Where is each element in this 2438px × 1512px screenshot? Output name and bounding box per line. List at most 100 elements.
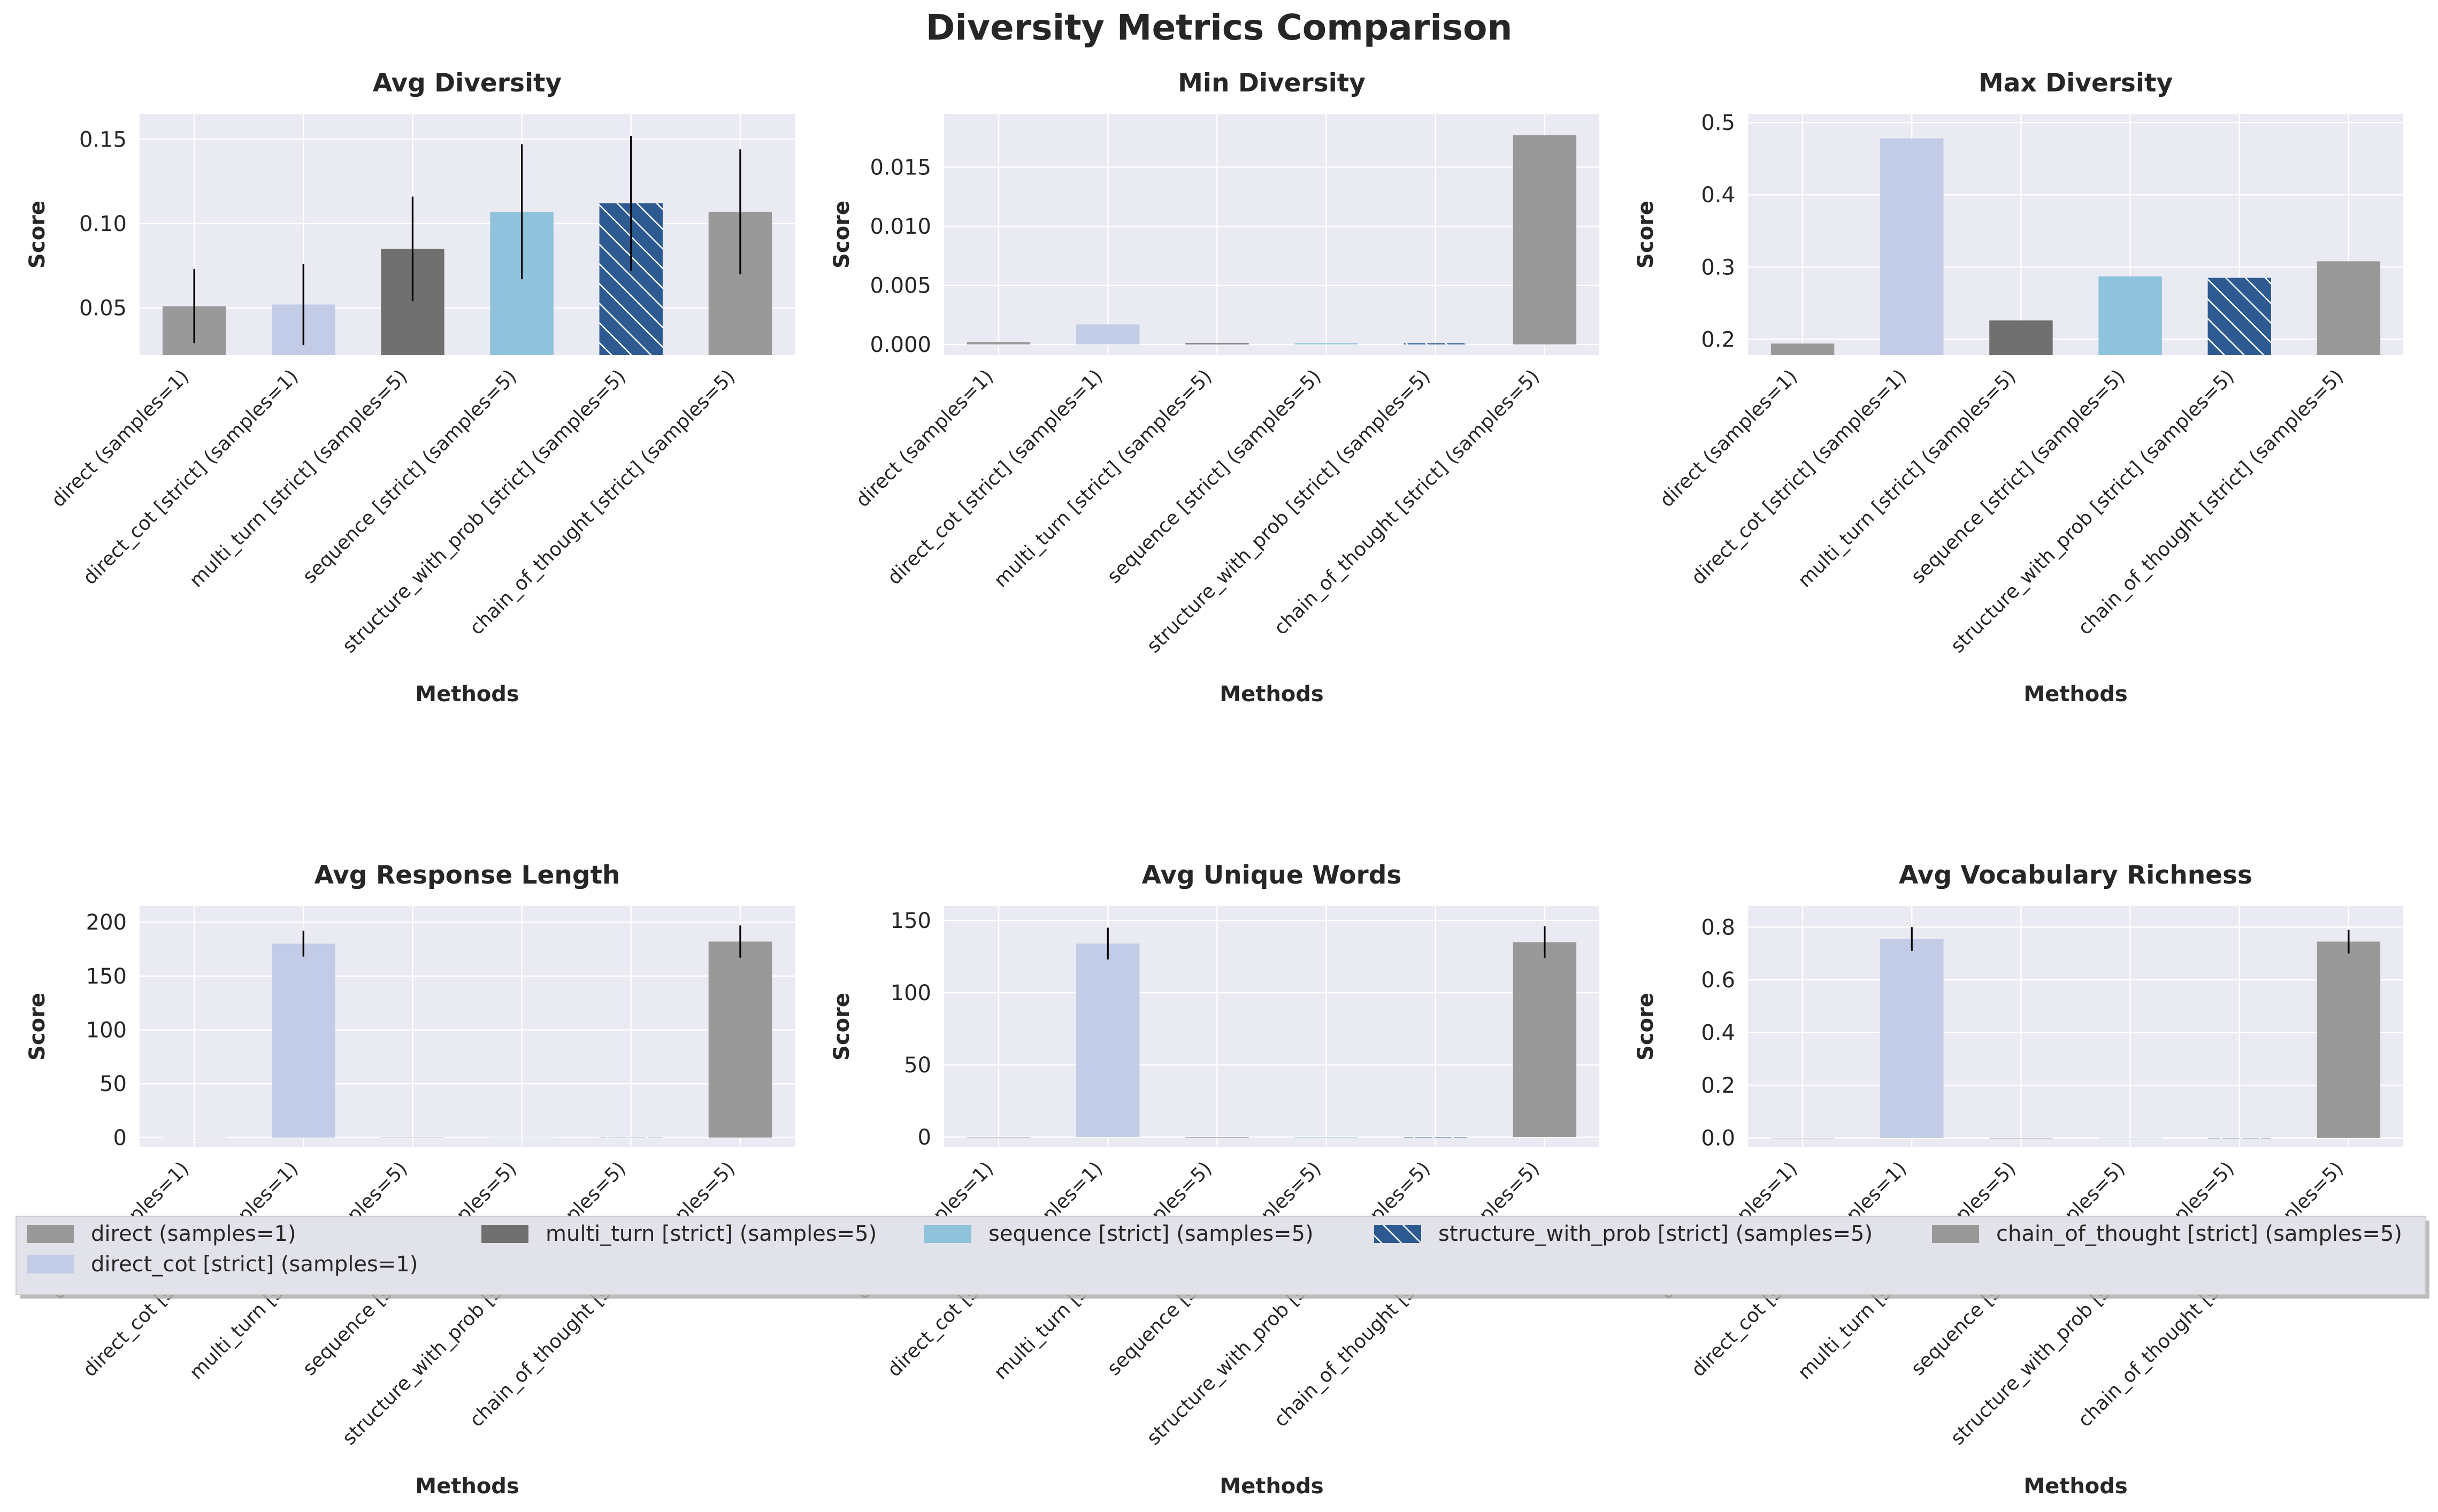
bar-direct: [967, 342, 1031, 345]
bar-chain-of-thought: [708, 941, 772, 1138]
bar-direct: [1770, 343, 1835, 355]
plot-area: [944, 114, 1599, 355]
legend-swatch: [27, 1255, 74, 1273]
y-tick-label: 0.005: [870, 274, 931, 298]
x-axis-label: Methods: [415, 682, 519, 707]
x-tick-label: sequence [strict] (samples=5): [298, 365, 521, 588]
x-axis-label: Methods: [2023, 1474, 2127, 1499]
bar-chain-of-thought: [2317, 941, 2381, 1138]
legend-label: structure_with_prob [strict] (samples=5): [1438, 1222, 1873, 1246]
bar-sequence: [2098, 276, 2162, 355]
x-axis-label: Methods: [415, 1474, 519, 1499]
bar-structure-with-prob: [1404, 1137, 1467, 1138]
x-tick-label: multi_turn [strict] (samples=5): [990, 365, 1216, 592]
y-tick-label: 100: [891, 981, 931, 1006]
bar-structure-with-prob: [2207, 1138, 2271, 1139]
plot-area: [140, 114, 795, 355]
legend-swatch: [481, 1225, 528, 1243]
y-tick-label: 150: [891, 909, 931, 933]
y-tick-label: 50: [99, 1072, 127, 1096]
y-tick-label: 100: [86, 1018, 127, 1043]
bar-direct-cot: [1076, 324, 1140, 345]
plot-area: [944, 906, 1599, 1147]
legend: direct (samples=1) direct_cot [strict] (s…: [16, 1216, 2429, 1299]
x-tick-label: direct_cot [strict] (samples=1): [884, 365, 1107, 589]
y-tick-label: 0: [113, 1126, 127, 1150]
bar-direct-cot: [1880, 939, 1944, 1138]
y-axis-label: Score: [25, 201, 50, 268]
legend-swatch: [1932, 1225, 1979, 1243]
subplot-min-diversity: 0.000 0.005 0.010 0.015 Min Diversity Score di…: [830, 68, 1599, 707]
legend-swatch: [924, 1225, 971, 1243]
y-tick-label: 0.2: [1701, 327, 1735, 352]
bar-structure-with-prob: [2207, 278, 2271, 355]
legend-label: multi_turn [strict] (samples=5): [546, 1222, 877, 1246]
subplot-avg-response-length: 0 50 100 150 200 Avg Response Length Score dire…: [25, 861, 795, 1499]
y-axis-label: Score: [830, 993, 854, 1061]
x-tick-label: sequence [strict] (samples=5): [1907, 365, 2129, 588]
legend-entry-chain-of-thought: chain_of_thought [strict] (samples=5): [1932, 1222, 2402, 1246]
legend-entry-structure-with-prob: structure_with_prob [strict] (samples=5): [1374, 1222, 1873, 1246]
legend-swatch: [1374, 1225, 1421, 1243]
plot-area: [140, 906, 795, 1147]
y-tick-label: 0.2: [1701, 1073, 1735, 1098]
legend-entry-direct: direct (samples=1): [27, 1222, 296, 1246]
y-tick-label: 200: [86, 910, 127, 935]
bar-direct: [967, 1137, 1031, 1138]
bar-sequence: [1294, 343, 1358, 345]
bar-sequence: [2098, 1138, 2162, 1139]
bar-sequence: [1294, 1137, 1358, 1138]
y-axis-label: Score: [1634, 201, 1658, 268]
y-tick-label: 0.4: [1701, 1021, 1735, 1046]
legend-label: direct (samples=1): [91, 1222, 296, 1246]
plot-area: [1748, 906, 2403, 1147]
bar-direct-cot: [1076, 943, 1140, 1138]
y-tick-label: 0.6: [1701, 968, 1735, 993]
subplot-title: Avg Vocabulary Richness: [1899, 861, 2252, 890]
legend-entry-direct-cot: direct_cot [strict] (samples=1): [27, 1252, 418, 1277]
y-axis-label: Score: [1634, 993, 1658, 1061]
figure-title: Diversity Metrics Comparison: [926, 7, 1513, 48]
x-axis-label: Methods: [2023, 682, 2127, 707]
y-tick-label: 150: [86, 964, 127, 989]
bar-multi-turn: [1989, 320, 2053, 355]
x-tick-label: multi_turn [strict] (samples=5): [186, 365, 412, 592]
plot-area: [1748, 114, 2403, 355]
legend-entry-sequence: sequence [strict] (samples=5): [924, 1222, 1314, 1246]
subplot-title: Avg Unique Words: [1142, 861, 1402, 890]
y-tick-label: 0.8: [1701, 915, 1735, 940]
bar-chain-of-thought: [1513, 942, 1577, 1138]
y-tick-label: 0.05: [79, 296, 127, 321]
y-tick-label: 0.015: [870, 155, 931, 180]
y-tick-label: 0: [918, 1125, 931, 1150]
y-tick-label: 0.0: [1701, 1126, 1735, 1151]
legend-entry-multi-turn: multi_turn [strict] (samples=5): [481, 1222, 877, 1246]
bar-chain-of-thought: [1513, 135, 1577, 345]
x-axis-label: Methods: [1220, 1474, 1323, 1499]
subplot-avg-vocabulary-richness: 0.0 0.2 0.4 0.6 0.8 Avg Vocabulary Richness Sc…: [1634, 861, 2403, 1499]
y-tick-label: 0.000: [870, 333, 931, 357]
legend-box: [16, 1216, 2426, 1295]
y-tick-label: 0.4: [1701, 183, 1735, 208]
legend-swatch: [27, 1225, 74, 1243]
subplot-title: Max Diversity: [1979, 68, 2173, 98]
bar-multi-turn: [1185, 1137, 1249, 1138]
y-axis-label: Score: [25, 993, 50, 1061]
x-axis-label: Methods: [1220, 682, 1323, 707]
y-tick-label: 0.3: [1701, 255, 1735, 280]
bar-multi-turn: [1989, 1138, 2053, 1139]
bar-direct-cot: [272, 943, 335, 1138]
subplot-title: Avg Diversity: [373, 68, 562, 98]
legend-label: sequence [strict] (samples=5): [988, 1222, 1314, 1246]
y-tick-label: 50: [904, 1053, 931, 1078]
x-tick-label: multi_turn [strict] (samples=5): [1794, 365, 2020, 592]
bar-chain-of-thought: [2317, 261, 2381, 355]
legend-label: chain_of_thought [strict] (samples=5): [1996, 1222, 2402, 1246]
bar-multi-turn: [1185, 343, 1249, 345]
y-tick-label: 0.15: [79, 127, 127, 152]
